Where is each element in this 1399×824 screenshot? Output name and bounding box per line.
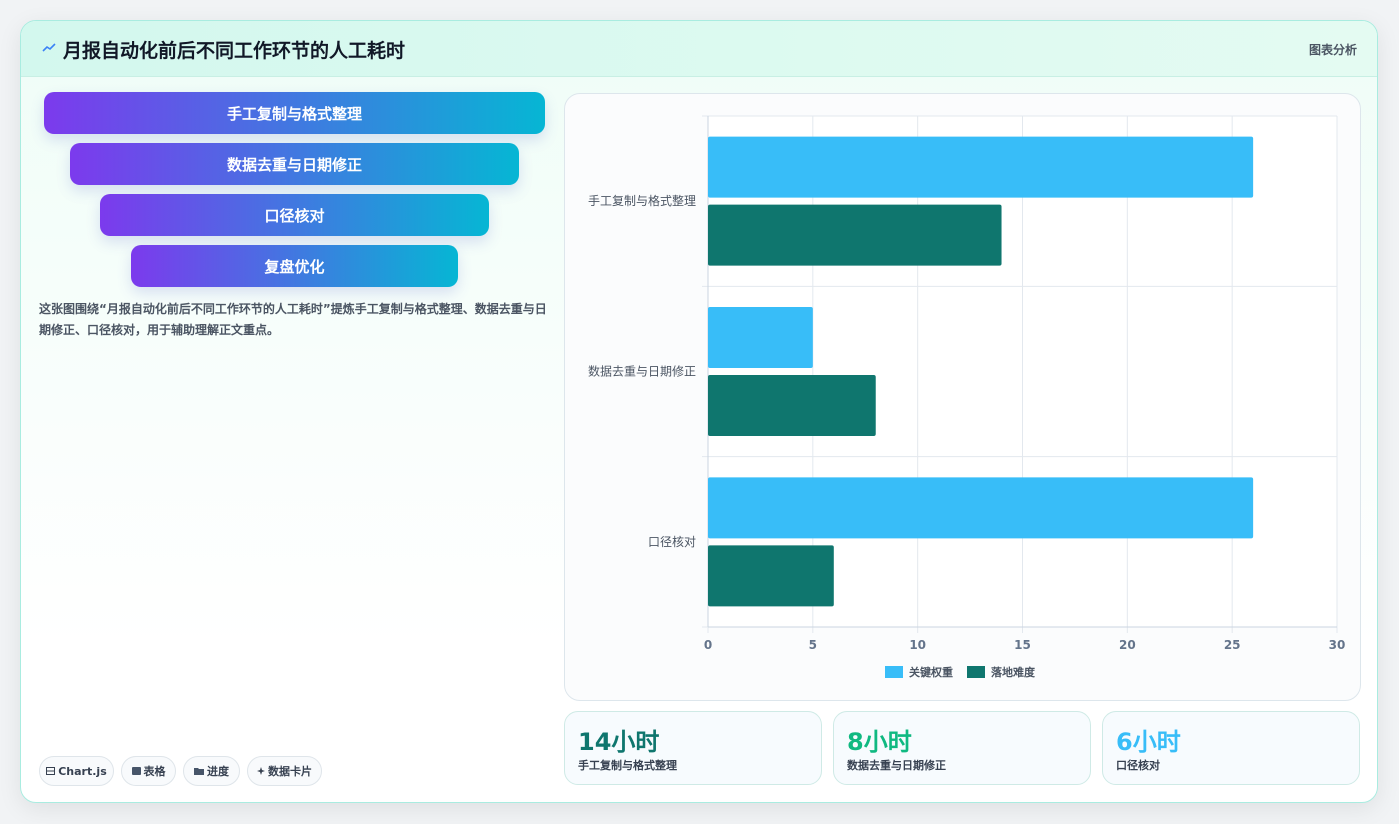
- bar: [708, 136, 1254, 198]
- stat-label: 数据去重与日期修正: [847, 759, 946, 772]
- header-tag: 图表分析: [1308, 43, 1357, 57]
- funnel-item: 复盘优化: [131, 245, 458, 287]
- funnel-item: 手工复制与格式整理: [44, 92, 545, 134]
- stat-value: 14小时: [578, 728, 660, 756]
- main-card: 月报自动化前后不同工作环节的人工耗时 图表分析 手工复制与格式整理 数据去重与日…: [20, 20, 1378, 803]
- tag-chartjs[interactable]: Chart.js: [39, 756, 114, 786]
- chart-icon: [46, 767, 56, 775]
- description: 这张图围绕“月报自动化前后不同工作环节的人工耗时”提炼手工复制与格式整理、数据去…: [39, 302, 547, 337]
- legend-swatch: [885, 666, 903, 678]
- bar: [708, 477, 1254, 539]
- x-tick-label: 25: [1224, 638, 1241, 652]
- header: 月报自动化前后不同工作环节的人工耗时 图表分析: [21, 21, 1377, 77]
- bar: [708, 307, 813, 368]
- stat-label: 手工复制与格式整理: [578, 759, 677, 772]
- legend-label: 关键权重: [909, 665, 953, 679]
- tag-data-card[interactable]: 数据卡片: [247, 756, 322, 786]
- x-tick-label: 5: [809, 638, 817, 652]
- stat-value: 6小时: [1116, 728, 1181, 756]
- funnel-item: 口径核对: [100, 194, 489, 236]
- chart-panel: 0 5 10 15 20 25 30 手工复制与格式整理 数据去重与日期修正口径核对关键权重 落地…: [564, 93, 1361, 701]
- bar: [708, 375, 876, 436]
- tag-label: 进度: [207, 765, 229, 778]
- y-tick-label: 口径核对: [648, 535, 696, 549]
- y-tick-label: 手工复制与格式整理: [588, 193, 696, 208]
- tag-label: 表格: [143, 765, 166, 778]
- x-tick-label: 20: [1119, 638, 1136, 652]
- x-tick-label: 30: [1329, 638, 1346, 652]
- stat-card: 8小时 数据去重与日期修正: [833, 711, 1091, 785]
- stat-card: 14小时 手工复制与格式整理: [564, 711, 822, 785]
- bar: [708, 545, 834, 607]
- stat-card: 6小时 口径核对: [1102, 711, 1360, 785]
- x-tick-label: 0: [704, 638, 712, 652]
- tag-label: 数据卡片: [268, 765, 312, 778]
- tag-table[interactable]: 表格: [121, 756, 176, 786]
- tag-label: Chart.js: [58, 764, 107, 778]
- x-tick-label: 10: [909, 638, 926, 652]
- page-title: 月报自动化前后不同工作环节的人工耗时: [63, 40, 406, 62]
- stat-value: 8小时: [847, 728, 912, 756]
- legend-swatch: [967, 666, 985, 678]
- progress-icon: [194, 768, 204, 775]
- tag-progress[interactable]: 进度: [183, 756, 240, 786]
- x-tick-label: 15: [1014, 638, 1031, 652]
- funnel-item: 数据去重与日期修正: [70, 143, 519, 185]
- table-icon: [131, 767, 141, 775]
- bar: [708, 204, 1002, 266]
- chart-line-icon: [42, 43, 56, 52]
- stat-label: 口径核对: [1116, 759, 1160, 772]
- legend-label: 落地难度: [991, 665, 1036, 679]
- sparkle-icon: [257, 767, 265, 775]
- y-tick-label: 数据去重与日期修正: [588, 364, 696, 379]
